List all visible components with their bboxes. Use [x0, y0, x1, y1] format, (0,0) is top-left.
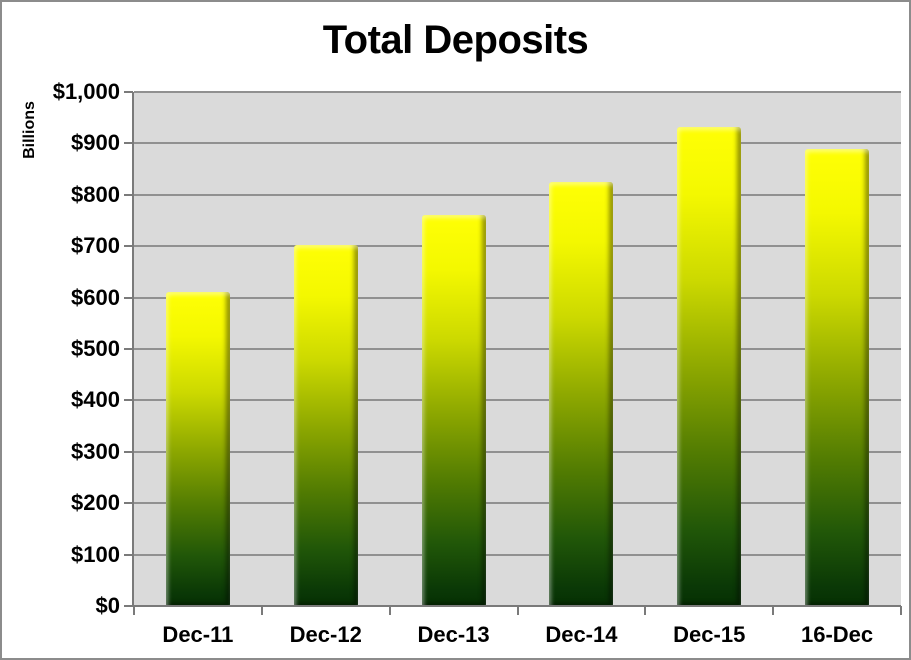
y-axis-tick-label: $800: [71, 181, 120, 207]
x-axis-tick-label: Dec-15: [673, 622, 746, 647]
y-axis-tick-label: $1,000: [52, 79, 120, 104]
y-axis-tick-label: $300: [71, 438, 120, 464]
gridline: [134, 399, 901, 402]
x-axis-tick-label: 16-Dec: [801, 622, 874, 647]
gridline: [134, 142, 901, 145]
gridline: [134, 502, 901, 505]
y-axis-tick-mark: [124, 348, 133, 350]
bar-Dec-12: [293, 244, 358, 606]
y-axis-tick-mark: [124, 296, 133, 299]
plot-area: [134, 91, 901, 606]
y-axis-tick-label: $0: [95, 593, 120, 618]
gridline: [134, 450, 901, 453]
bar-Dec-13: [421, 215, 486, 606]
y-axis-tick-mark: [124, 399, 133, 402]
x-axis-tick-mark: [260, 606, 263, 615]
y-axis-tick-label: $200: [71, 490, 120, 516]
x-axis-tick-label: Dec-12: [289, 622, 362, 647]
bar-Dec-11: [165, 292, 230, 606]
bar-Dec-15: [677, 126, 742, 606]
bar-Dec-14: [549, 182, 614, 606]
y-axis-tick-mark: [124, 91, 133, 93]
y-axis-tick-label: $400: [71, 387, 120, 413]
x-axis-ticks: [133, 606, 902, 615]
gridline: [134, 553, 901, 556]
y-axis-tick-mark: [124, 553, 133, 556]
x-axis-tick-mark: [772, 606, 775, 615]
x-axis-tick-label: Dec-11: [162, 622, 234, 647]
gridline: [134, 193, 901, 196]
gridline: [134, 348, 901, 350]
y-axis-tick-mark: [124, 502, 133, 505]
x-axis-tick-mark: [900, 606, 902, 615]
y-axis-tick-label: $700: [71, 233, 120, 259]
y-axis-labels: $0 $100 $200 $300 $400 $500 $600 $700 $800 $900 $1…: [2, 79, 120, 618]
x-axis-tick-label: Dec-14: [545, 622, 618, 647]
y-axis-tick-label: $600: [71, 284, 120, 310]
y-axis-tick-mark: [124, 142, 133, 145]
bar-16-Dec: [805, 148, 870, 606]
y-axis-tick-label: $500: [71, 336, 120, 361]
chart-title: Total Deposits: [322, 18, 589, 62]
y-axis-tick-mark: [124, 605, 133, 607]
gridline: [134, 245, 901, 248]
y-axis-tick-mark: [124, 193, 133, 196]
y-axis-tick-mark: [124, 245, 133, 248]
y-axis-line: [132, 92, 134, 607]
y-axis-tick-mark: [124, 450, 133, 453]
x-axis-tick-mark: [644, 606, 647, 615]
gridline: [134, 91, 901, 93]
x-axis-labels: Dec-11 Dec-12 Dec-13 Dec-14 Dec-15 16-Dec: [134, 622, 901, 652]
y-axis-tick-label: $900: [71, 130, 120, 156]
x-axis-tick-mark: [388, 606, 391, 615]
gridline: [134, 296, 901, 299]
y-axis-tick-label: $100: [71, 541, 120, 567]
x-axis-tick-label: Dec-13: [417, 622, 490, 647]
y-axis-ticks: [124, 91, 133, 607]
x-axis-tick-mark: [133, 606, 135, 615]
x-axis-tick-mark: [516, 606, 519, 615]
